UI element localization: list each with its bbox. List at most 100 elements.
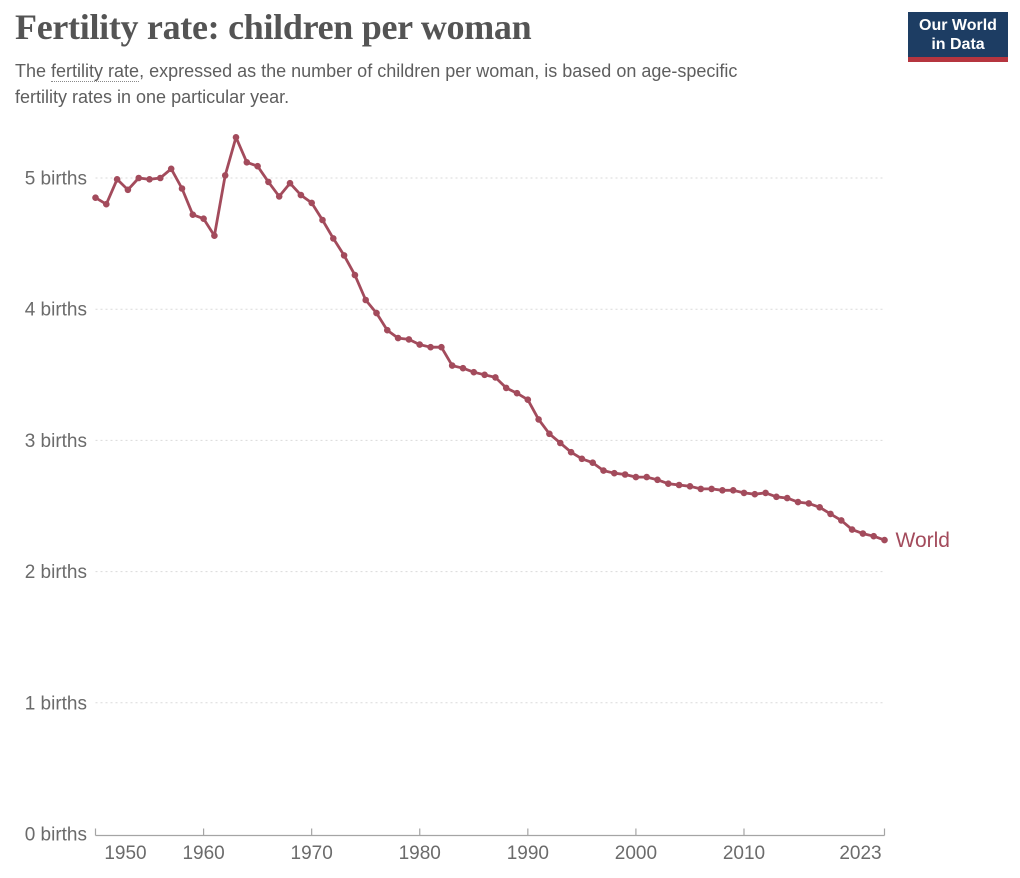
data-point[interactable] [719, 487, 726, 494]
data-point[interactable] [362, 296, 370, 304]
data-point[interactable] [438, 343, 445, 351]
data-point[interactable] [600, 467, 607, 474]
data-point[interactable] [838, 517, 845, 524]
data-point[interactable] [794, 498, 802, 506]
data-point[interactable] [211, 232, 218, 239]
data-point[interactable] [567, 448, 575, 456]
data-point[interactable] [167, 165, 175, 173]
data-point[interactable] [805, 500, 813, 507]
data-point[interactable] [632, 473, 640, 481]
data-point[interactable] [286, 179, 294, 187]
data-point[interactable] [405, 336, 413, 343]
data-point[interactable] [827, 510, 834, 518]
y-tick-label: 1 births [25, 693, 87, 714]
data-point[interactable] [297, 191, 305, 199]
owid-logo[interactable]: Our World in Data [908, 12, 1008, 62]
data-point[interactable] [470, 368, 478, 376]
data-point[interactable] [881, 536, 888, 544]
data-point[interactable] [340, 252, 348, 259]
data-point[interactable] [848, 526, 856, 533]
data-point[interactable] [783, 494, 791, 502]
x-tick-label: 1990 [507, 843, 549, 864]
data-point[interactable] [611, 469, 618, 477]
x-tick-label: 1970 [291, 843, 333, 864]
data-point[interactable] [394, 334, 402, 342]
data-point[interactable] [578, 455, 586, 463]
data-point[interactable] [535, 416, 542, 423]
data-point[interactable] [103, 200, 110, 208]
data-point[interactable] [816, 504, 823, 511]
data-point[interactable] [729, 487, 737, 494]
data-point[interactable] [459, 364, 467, 372]
data-point[interactable] [92, 194, 99, 201]
data-point[interactable] [232, 134, 240, 141]
data-point[interactable] [373, 309, 380, 317]
data-point[interactable] [697, 485, 705, 493]
data-point[interactable] [135, 174, 142, 182]
data-point[interactable] [481, 371, 488, 379]
y-tick-label: 2 births [25, 562, 87, 583]
data-point[interactable] [351, 271, 359, 279]
data-point[interactable] [870, 532, 877, 540]
data-point[interactable] [254, 162, 261, 170]
data-point[interactable] [275, 193, 283, 200]
data-point[interactable] [654, 476, 661, 484]
data-point[interactable] [643, 473, 650, 481]
data-point[interactable] [178, 185, 186, 192]
data-point[interactable] [546, 430, 553, 438]
data-point[interactable] [665, 480, 672, 488]
owid-logo-line2: in Data [931, 35, 985, 53]
fertility-rate-term[interactable]: fertility rate [51, 61, 140, 82]
data-point[interactable] [146, 176, 153, 183]
y-tick-label: 4 births [25, 300, 87, 321]
chart-subtitle: The fertility rate, expressed as the num… [15, 58, 900, 110]
data-point[interactable] [243, 159, 251, 166]
x-tick-label: 2023 [839, 843, 881, 864]
y-tick-label: 5 births [25, 169, 87, 190]
data-point[interactable] [448, 362, 456, 369]
data-point[interactable] [189, 211, 197, 218]
data-point[interactable] [621, 471, 629, 478]
data-point[interactable] [384, 326, 391, 334]
data-point[interactable] [200, 215, 207, 222]
data-point[interactable] [675, 481, 683, 489]
data-point[interactable] [330, 235, 337, 242]
data-point[interactable] [157, 174, 164, 182]
data-point[interactable] [427, 343, 434, 351]
series-world[interactable]: World [92, 134, 950, 552]
x-tick-label: 1950 [104, 843, 146, 864]
data-point[interactable] [221, 172, 229, 179]
y-tick-label: 0 births [25, 825, 87, 846]
data-point[interactable] [492, 374, 499, 381]
x-tick-label: 2000 [615, 843, 657, 864]
data-point[interactable] [524, 396, 532, 404]
data-point[interactable] [308, 199, 316, 207]
series-line[interactable] [94, 135, 886, 542]
data-point[interactable] [513, 389, 521, 397]
data-point[interactable] [773, 493, 780, 501]
data-point[interactable] [740, 489, 748, 497]
data-point[interactable] [859, 530, 867, 537]
subtitle-prefix: The [15, 61, 52, 81]
gridlines [95, 177, 885, 704]
data-point[interactable] [589, 459, 596, 467]
data-point[interactable] [265, 178, 272, 186]
x-axis: 1950 1960 1970 1980 1990 2000 2010 2023 [94, 828, 886, 864]
data-point[interactable] [319, 216, 326, 224]
data-point[interactable] [686, 483, 694, 490]
data-point[interactable] [416, 341, 424, 348]
series-end-label: World [896, 529, 950, 552]
subtitle-line2: fertility rates in one particular year. [15, 87, 290, 107]
data-point[interactable] [502, 384, 510, 392]
data-point[interactable] [124, 186, 132, 194]
data-point[interactable] [762, 489, 769, 497]
y-tick-label: 3 births [25, 431, 87, 452]
data-point[interactable] [113, 176, 121, 183]
data-point[interactable] [557, 439, 564, 447]
owid-logo-line1: Our World [919, 16, 997, 34]
data-point[interactable] [751, 490, 759, 498]
data-point[interactable] [708, 485, 715, 493]
x-tick-label: 2010 [723, 843, 765, 864]
